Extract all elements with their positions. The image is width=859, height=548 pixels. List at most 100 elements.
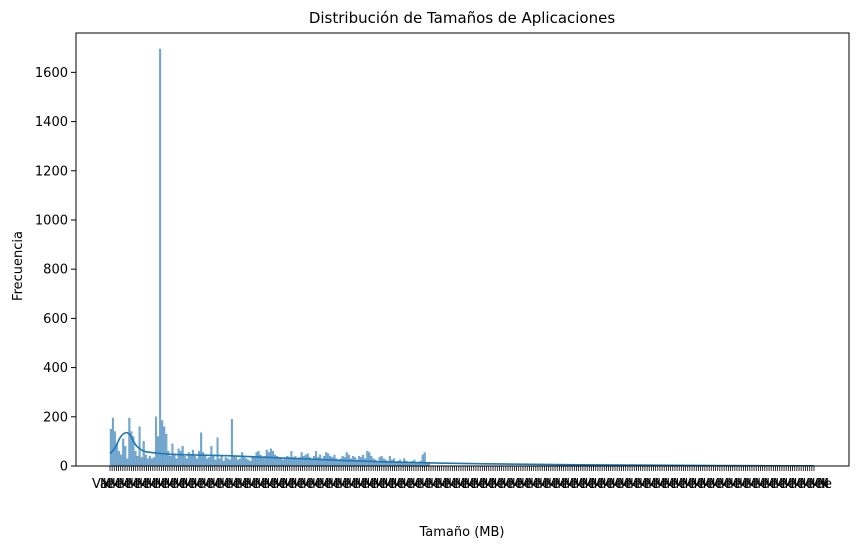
- x-tick-label-overlap: k: [712, 477, 720, 492]
- y-tick-label: 1400: [35, 115, 68, 130]
- histogram-bar: [267, 452, 270, 467]
- histogram-bar: [191, 449, 194, 467]
- x-tick-label-overlap: M: [582, 477, 593, 492]
- x-tick-label-overlap: e: [670, 477, 678, 492]
- x-tick-label-overlap: M: [182, 477, 193, 492]
- x-tick-label-overlap: k: [648, 477, 656, 492]
- x-tick-label-overlap: e: [770, 477, 778, 492]
- histogram-bar: [142, 441, 145, 467]
- x-tick-label-overlap: e: [252, 477, 260, 492]
- histogram-bar: [366, 451, 369, 467]
- histogram-bar: [302, 456, 305, 467]
- histogram-bar: [282, 459, 285, 467]
- x-tick-label-overlap: M: [173, 477, 184, 492]
- histogram-bar: [148, 456, 151, 467]
- x-tick-label-overlap: k: [294, 477, 302, 492]
- x-tick-label-overlap: M: [200, 477, 211, 492]
- histogram-bar: [161, 420, 164, 467]
- histogram-bar: [278, 457, 281, 467]
- histogram-bar: [419, 460, 422, 467]
- x-tick-label-overlap: e: [415, 477, 423, 492]
- x-tick-label-overlap: M: [609, 477, 620, 492]
- histogram-bar: [245, 458, 248, 467]
- x-tick-label-overlap: M: [291, 477, 302, 492]
- x-tick-label-overlap: k: [494, 477, 502, 492]
- x-tick-label-overlap: k: [585, 477, 593, 492]
- x-tick-label-overlap: k: [139, 477, 147, 492]
- histogram-bar: [228, 459, 231, 467]
- histogram-bar: [319, 454, 322, 467]
- x-tick-label-first: Va: [92, 477, 108, 492]
- histogram-bar: [329, 456, 332, 467]
- x-tick-label-overlap: e: [579, 477, 587, 492]
- x-tick-label-overlap: e: [424, 477, 432, 492]
- x-tick-label-overlap: M: [145, 477, 156, 492]
- x-tick-label-overlap: k: [149, 477, 157, 492]
- x-tick-label-overlap: M: [427, 477, 438, 492]
- x-tick-label-overlap: M: [518, 477, 529, 492]
- x-tick-label-overlap: k: [221, 477, 229, 492]
- histogram-bar: [232, 456, 235, 467]
- x-tick-label-overlap: M: [773, 477, 784, 492]
- y-tick-label: 0: [60, 460, 68, 475]
- histogram-bar: [364, 458, 367, 467]
- histogram-bar: [200, 432, 203, 467]
- x-tick-label-overlap: k: [567, 477, 575, 492]
- x-tick-label-overlap: k: [776, 477, 784, 492]
- histogram-bar: [204, 456, 207, 467]
- x-tick-label-overlap: k: [230, 477, 238, 492]
- x-tick-label-overlap: e: [488, 477, 496, 492]
- histogram-bar: [249, 460, 252, 467]
- histogram-bar: [390, 459, 393, 467]
- x-tick-label-overlap: M: [700, 477, 711, 492]
- histogram-bar: [251, 457, 254, 467]
- histogram-bar: [181, 446, 184, 467]
- x-tick-label-overlap: M: [654, 477, 665, 492]
- x-tick-label-overlap: e: [242, 477, 250, 492]
- x-tick-marks: MkeMkeMkeMkeMkeMkeMkeMkeMkeMkeMkeMkeMkeM…: [100, 466, 832, 492]
- x-tick-label-overlap: k: [794, 477, 802, 492]
- x-tick-label-overlap: M: [273, 477, 284, 492]
- x-tick-label-overlap: e: [161, 477, 169, 492]
- x-tick-label-overlap: k: [467, 477, 475, 492]
- x-tick-label-overlap: e: [588, 477, 596, 492]
- x-tick-label-overlap: k: [321, 477, 329, 492]
- x-tick-label-overlap: M: [191, 477, 202, 492]
- histogram-bar: [421, 454, 424, 467]
- x-tick-label-overlap: M: [782, 477, 793, 492]
- histogram-bar: [210, 446, 213, 467]
- x-tick-label-overlap: k: [339, 477, 347, 492]
- x-tick-label-overlap: e: [706, 477, 714, 492]
- x-tick-label-overlap: e: [406, 477, 414, 492]
- histogram-bar: [120, 454, 123, 467]
- x-tick-label-overlap: M: [636, 477, 647, 492]
- histogram-bar: [257, 451, 260, 467]
- x-tick-label-overlap: e: [779, 477, 787, 492]
- x-tick-label-overlap: e: [288, 477, 296, 492]
- x-tick-label-overlap: M: [345, 477, 356, 492]
- x-tick-label-overlap: e: [342, 477, 350, 492]
- x-tick-label-overlap: M: [373, 477, 384, 492]
- x-tick-label-overlap: e: [660, 477, 668, 492]
- histogram-bar: [271, 451, 274, 467]
- x-tick-label-overlap: e: [370, 477, 378, 492]
- x-tick-label-overlap: k: [676, 477, 684, 492]
- x-tick-label-overlap: k: [439, 477, 447, 492]
- x-tick-label-overlap: k: [103, 477, 111, 492]
- x-tick-label-overlap: e: [361, 477, 369, 492]
- histogram-bar: [220, 456, 223, 467]
- histogram-bar: [177, 448, 180, 467]
- x-tick-label-overlap: M: [127, 477, 138, 492]
- x-tick-label-overlap: e: [815, 477, 823, 492]
- x-tick-label-overlap: e: [642, 477, 650, 492]
- x-tick-label-overlap: e: [533, 477, 541, 492]
- x-tick-label-overlap: e: [788, 477, 796, 492]
- histogram-bar: [150, 458, 153, 467]
- histogram-bar: [154, 416, 158, 467]
- x-tick-label-overlap: k: [176, 477, 184, 492]
- y-tick-label: 1600: [35, 66, 68, 81]
- x-tick-label-overlap: e: [133, 477, 141, 492]
- histogram-bar: [331, 457, 334, 467]
- histogram-bar: [261, 457, 264, 467]
